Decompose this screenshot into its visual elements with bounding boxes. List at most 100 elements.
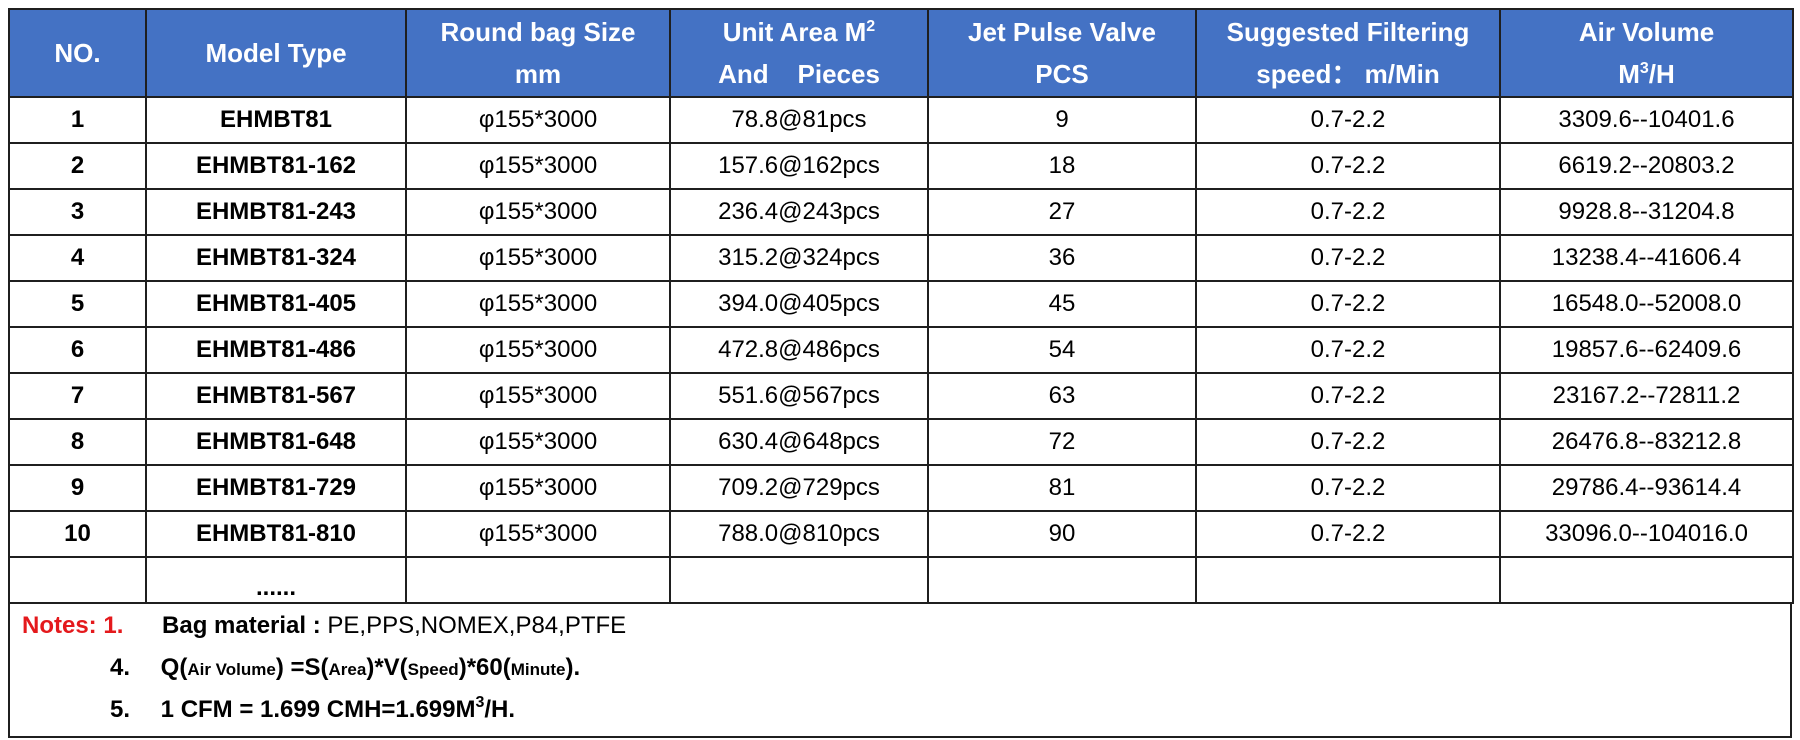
cell-no: 2: [8, 142, 147, 190]
cell-model-type: EHMBT81: [145, 96, 407, 144]
cell-valve-pcs: 45: [927, 280, 1197, 328]
cell-bag-size: φ155*3000: [405, 234, 671, 282]
cell-speed: 0.7-2.2: [1195, 326, 1501, 374]
cell-unit-area: 315.2@324pcs: [669, 234, 929, 282]
header-jet-pulse-valve: Jet Pulse Valve PCS: [927, 8, 1197, 98]
cell-bag-size: φ155*3000: [405, 372, 671, 420]
cell-model-type: EHMBT81-324: [145, 234, 407, 282]
cell-model-type: EHMBT81-162: [145, 142, 407, 190]
cell-bag-size: φ155*3000: [405, 96, 671, 144]
cell-valve-pcs: 18: [927, 142, 1197, 190]
formula-end: ).: [565, 654, 581, 681]
cell-unit-area: 394.0@405pcs: [669, 280, 929, 328]
cell-air-volume: 16548.0--52008.0: [1499, 280, 1794, 328]
cfm-superscript: 3: [475, 694, 485, 711]
table-row: 8 EHMBT81-648 φ155*3000 630.4@648pcs 72 …: [8, 418, 1794, 466]
cell-speed: 0.7-2.2: [1195, 234, 1501, 282]
cell-no: 6: [8, 326, 147, 374]
empty-cell: [669, 556, 929, 604]
cell-unit-area: 788.0@810pcs: [669, 510, 929, 558]
cell-no: 1: [8, 96, 147, 144]
table-row: 6 EHMBT81-486 φ155*3000 472.8@486pcs 54 …: [8, 326, 1794, 374]
formula-sixty: )*60(: [458, 654, 511, 681]
table-row: 5 EHMBT81-405 φ155*3000 394.0@405pcs 45 …: [8, 280, 1794, 328]
cell-model-type: EHMBT81-567: [145, 372, 407, 420]
cell-model-type: EHMBT81-243: [145, 188, 407, 236]
cell-model-type: EHMBT81-486: [145, 326, 407, 374]
note-number: 5.: [110, 696, 131, 723]
empty-cell: [1195, 556, 1501, 604]
cell-bag-size: φ155*3000: [405, 326, 671, 374]
cell-unit-area: 472.8@486pcs: [669, 326, 929, 374]
cell-speed: 0.7-2.2: [1195, 418, 1501, 466]
cell-valve-pcs: 36: [927, 234, 1197, 282]
spec-sheet: NO. Model Type Round bag Size mm Unit Are…: [8, 8, 1794, 738]
cell-air-volume: 26476.8--83212.8: [1499, 418, 1794, 466]
notes-label: Notes:: [22, 612, 97, 639]
ellipsis-cell: ......: [145, 556, 407, 604]
note-number: 1.: [103, 612, 124, 639]
cfm-conversion: 1 CFM = 1.699 CMH=1.699M: [160, 696, 476, 723]
cell-air-volume: 13238.4--41606.4: [1499, 234, 1794, 282]
cell-speed: 0.7-2.2: [1195, 188, 1501, 236]
cell-unit-area: 157.6@162pcs: [669, 142, 929, 190]
empty-cell: [8, 556, 147, 604]
formula-s: ) =S(: [275, 654, 329, 681]
cell-unit-area: 236.4@243pcs: [669, 188, 929, 236]
cell-bag-size: φ155*3000: [405, 464, 671, 512]
cell-valve-pcs: 72: [927, 418, 1197, 466]
cell-unit-area: 630.4@648pcs: [669, 418, 929, 466]
formula-minute: Minute: [510, 660, 566, 679]
cell-no: 8: [8, 418, 147, 466]
note-1: Notes: 1. Bag material : PE,PPS,NOMEX,P8…: [22, 612, 626, 640]
cell-valve-pcs: 9: [927, 96, 1197, 144]
header-model-type: Model Type: [145, 8, 407, 98]
header-round-bag-size: Round bag Size mm: [405, 8, 671, 98]
formula-q: Q(: [160, 654, 188, 681]
note-key: Bag material :: [162, 612, 321, 639]
header-row: NO. Model Type Round bag Size mm Unit Are…: [8, 8, 1794, 98]
note-5: 5. 1 CFM = 1.699 CMH=1.699M3/H.: [110, 694, 516, 724]
table-row: 1 EHMBT81 φ155*3000 78.8@81pcs 9 0.7-2.2…: [8, 96, 1794, 144]
table-row: 3 EHMBT81-243 φ155*3000 236.4@243pcs 27 …: [8, 188, 1794, 236]
table-row: 9 EHMBT81-729 φ155*3000 709.2@729pcs 81 …: [8, 464, 1794, 512]
cell-speed: 0.7-2.2: [1195, 372, 1501, 420]
cell-unit-area: 551.6@567pcs: [669, 372, 929, 420]
cell-air-volume: 9928.8--31204.8: [1499, 188, 1794, 236]
cell-no: 3: [8, 188, 147, 236]
notes-box: Notes: 1. Bag material : PE,PPS,NOMEX,P8…: [8, 604, 1792, 738]
cell-valve-pcs: 54: [927, 326, 1197, 374]
cell-bag-size: φ155*3000: [405, 188, 671, 236]
cfm-unit-tail: /H.: [484, 696, 516, 723]
empty-cell: [1499, 556, 1794, 604]
cell-no: 7: [8, 372, 147, 420]
formula-air-volume: Air Volume: [187, 660, 276, 679]
formula-area: Area: [328, 660, 367, 679]
table-row: 2 EHMBT81-162 φ155*3000 157.6@162pcs 18 …: [8, 142, 1794, 190]
cell-air-volume: 23167.2--72811.2: [1499, 372, 1794, 420]
cell-air-volume: 6619.2--20803.2: [1499, 142, 1794, 190]
cell-model-type: EHMBT81-405: [145, 280, 407, 328]
empty-cell: [405, 556, 671, 604]
note-4: 4. Q(Air Volume) =S(Area)*V(Speed)*60(Mi…: [110, 654, 580, 682]
cell-speed: 0.7-2.2: [1195, 142, 1501, 190]
cell-speed: 0.7-2.2: [1195, 510, 1501, 558]
cell-unit-area: 78.8@81pcs: [669, 96, 929, 144]
cell-valve-pcs: 63: [927, 372, 1197, 420]
cell-model-type: EHMBT81-648: [145, 418, 407, 466]
cell-bag-size: φ155*3000: [405, 510, 671, 558]
cell-valve-pcs: 90: [927, 510, 1197, 558]
cell-valve-pcs: 27: [927, 188, 1197, 236]
cell-model-type: EHMBT81-810: [145, 510, 407, 558]
table-row: 7 EHMBT81-567 φ155*3000 551.6@567pcs 63 …: [8, 372, 1794, 420]
ellipsis-row: ......: [8, 556, 1794, 604]
product-spec-table: NO. Model Type Round bag Size mm Unit Are…: [8, 8, 1794, 604]
cell-unit-area: 709.2@729pcs: [669, 464, 929, 512]
cell-no: 10: [8, 510, 147, 558]
header-unit-area: Unit Area M2 And Pieces: [669, 8, 929, 98]
cell-speed: 0.7-2.2: [1195, 464, 1501, 512]
cell-air-volume: 3309.6--10401.6: [1499, 96, 1794, 144]
cell-no: 4: [8, 234, 147, 282]
cell-no: 5: [8, 280, 147, 328]
header-filtering-speed: Suggested Filtering speed： m/Min: [1195, 8, 1501, 98]
